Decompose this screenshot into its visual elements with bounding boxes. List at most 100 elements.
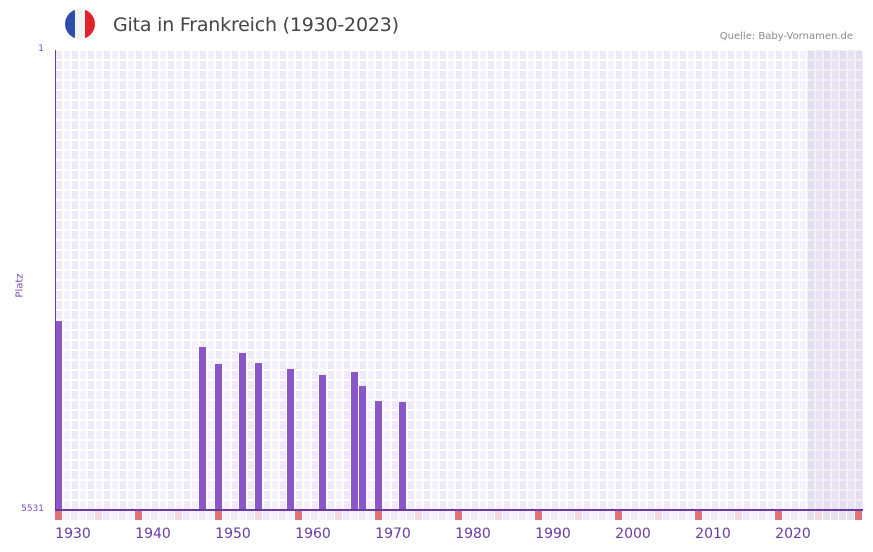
year-cell <box>639 511 646 520</box>
grid-column <box>416 50 422 510</box>
x-tick-label: 1960 <box>295 526 331 542</box>
grid-column <box>656 50 662 510</box>
x-tick-label: 1940 <box>135 526 171 542</box>
grid-column <box>264 50 270 510</box>
grid-column <box>232 50 238 510</box>
year-cell <box>223 511 230 520</box>
year-cell <box>687 511 694 520</box>
grid-column <box>664 50 670 510</box>
bar-1930[interactable] <box>55 320 62 510</box>
bar-1955[interactable] <box>255 363 262 510</box>
grid-column <box>744 50 750 510</box>
year-cell <box>319 511 326 520</box>
bar-1950[interactable] <box>215 364 222 510</box>
grid-column <box>816 50 822 510</box>
grid-column <box>440 50 446 510</box>
year-cell <box>343 511 350 520</box>
grid-column <box>536 50 542 510</box>
half-decade-marker <box>415 511 422 520</box>
year-cell <box>239 511 246 520</box>
year-cell <box>191 511 198 520</box>
bar-1967[interactable] <box>351 372 358 510</box>
grid-column <box>520 50 526 510</box>
year-cell <box>271 511 278 520</box>
grid-column <box>496 50 502 510</box>
year-cell <box>71 511 78 520</box>
grid-column <box>104 50 110 510</box>
grid-column <box>672 50 678 510</box>
grid-column <box>176 50 182 510</box>
grid-column <box>832 50 838 510</box>
half-decade-marker <box>735 511 742 520</box>
grid-column <box>464 50 470 510</box>
x-axis-line <box>55 509 863 511</box>
decade-marker <box>695 511 702 520</box>
x-tick-label: 1950 <box>215 526 251 542</box>
grid-column <box>576 50 582 510</box>
year-cell <box>287 511 294 520</box>
half-decade-marker <box>655 511 662 520</box>
year-cell <box>303 511 310 520</box>
grid-column <box>696 50 702 510</box>
year-cell <box>519 511 526 520</box>
grid-column <box>616 50 622 510</box>
grid-column <box>64 50 70 510</box>
grid-column <box>72 50 78 510</box>
bar-1953[interactable] <box>239 352 246 510</box>
grid-column <box>80 50 86 510</box>
year-cell <box>791 511 798 520</box>
grid-column <box>824 50 830 510</box>
grid-column <box>856 50 862 510</box>
grid-column <box>136 50 142 510</box>
grid-column <box>688 50 694 510</box>
grid-column <box>584 50 590 510</box>
year-cell <box>127 511 134 520</box>
grid-column <box>784 50 790 510</box>
year-cell <box>79 511 86 520</box>
year-cell <box>479 511 486 520</box>
grid-column <box>152 50 158 510</box>
decade-marker <box>215 511 222 520</box>
grid-column <box>552 50 558 510</box>
bar-1973[interactable] <box>399 402 406 510</box>
year-cell <box>391 511 398 520</box>
decade-marker <box>855 511 862 520</box>
grid-column <box>248 50 254 510</box>
year-cell <box>183 511 190 520</box>
grid-column <box>504 50 510 510</box>
year-cell <box>471 511 478 520</box>
grid-column <box>736 50 742 510</box>
grid-column <box>768 50 774 510</box>
year-cell <box>623 511 630 520</box>
bar-1970[interactable] <box>375 401 382 510</box>
decade-marker <box>375 511 382 520</box>
decade-marker <box>775 511 782 520</box>
x-tick-label: 1990 <box>535 526 571 542</box>
grid-column <box>600 50 606 510</box>
future-shade <box>807 50 863 510</box>
year-cell <box>647 511 654 520</box>
grid-column <box>120 50 126 510</box>
year-cell <box>119 511 126 520</box>
bar-1968[interactable] <box>359 385 366 510</box>
grid-column <box>448 50 454 510</box>
y-tick-top: 1 <box>38 44 44 54</box>
grid-column <box>800 50 806 510</box>
grid-column <box>568 50 574 510</box>
x-tick-label: 2020 <box>775 526 811 542</box>
grid-column <box>792 50 798 510</box>
year-cell <box>663 511 670 520</box>
year-cell <box>839 511 846 520</box>
year-cell <box>311 511 318 520</box>
grid-column <box>728 50 734 510</box>
bar-1959[interactable] <box>287 369 294 510</box>
year-cell <box>263 511 270 520</box>
y-tick-bottom: 5531 <box>21 504 44 514</box>
bar-1963[interactable] <box>319 374 326 510</box>
bar-1948[interactable] <box>199 347 206 510</box>
year-cell <box>503 511 510 520</box>
year-cell <box>799 511 806 520</box>
year-cell <box>423 511 430 520</box>
grid-column <box>472 50 478 510</box>
year-cell <box>551 511 558 520</box>
